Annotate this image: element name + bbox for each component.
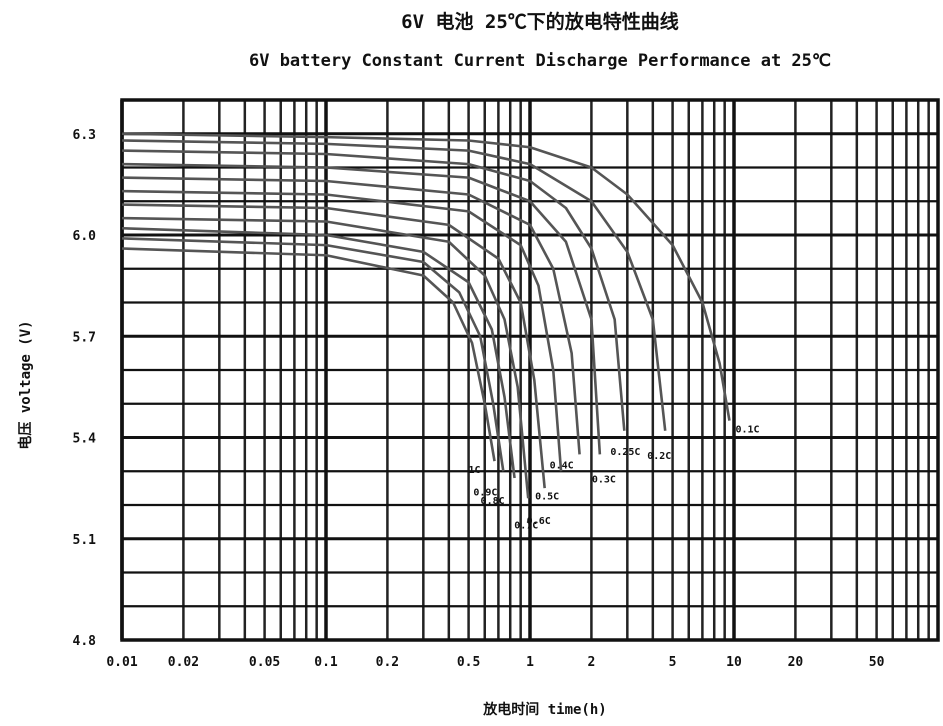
x-tick-label: 20 bbox=[788, 655, 804, 670]
chart-subtitle: 6V battery Constant Current Discharge Pe… bbox=[249, 51, 831, 71]
x-tick-label: 0.01 bbox=[106, 655, 137, 670]
series-line-0.5C bbox=[121, 189, 563, 472]
curve-label-0.5C: 0.5C bbox=[535, 491, 559, 502]
series-group bbox=[121, 132, 731, 499]
y-tick-label: 5.1 bbox=[73, 533, 97, 548]
curve-label-0.8C: 0.8C bbox=[481, 496, 505, 507]
curve-label-0.4C: 0.4C bbox=[550, 460, 574, 471]
x-tick-label: 50 bbox=[869, 655, 885, 670]
curve-label-0.3C: 0.3C bbox=[592, 474, 616, 485]
x-tick-label: 0.2 bbox=[376, 655, 399, 670]
curve-label-0.6C: 0.6C bbox=[527, 516, 551, 527]
x-tick-label: 10 bbox=[726, 655, 742, 670]
series-line-0.8C bbox=[121, 226, 516, 479]
series-line-1C bbox=[121, 247, 496, 462]
series-line-0.1C bbox=[121, 132, 731, 421]
y-tick-label: 6.0 bbox=[73, 229, 97, 244]
series-line-0.3C bbox=[121, 162, 602, 455]
y-axis-label: 电压 voltage (V) bbox=[17, 320, 34, 449]
y-tick-label: 6.3 bbox=[73, 128, 96, 143]
x-tick-label: 1 bbox=[526, 655, 534, 670]
curve-label-0.1C: 0.1C bbox=[735, 425, 759, 436]
series-line-0.6C bbox=[121, 203, 546, 489]
series-line-0.4C bbox=[121, 176, 581, 455]
series-line-0.7C bbox=[121, 216, 530, 499]
series-line-0.9C bbox=[121, 237, 505, 472]
x-tick-label: 0.1 bbox=[314, 655, 338, 670]
curve-label-0.9C: 0.9C bbox=[473, 487, 497, 498]
tick-labels: 0.01 0.02 0.05 0.1 0.2 0.5 1 2 5 10 20 50 4.8 5.1 5.4 5… bbox=[73, 128, 885, 670]
chart-title: 6V 电池 25℃下的放电特性曲线 bbox=[401, 10, 679, 33]
x-axis-label: 放电时间 time(h) bbox=[482, 701, 606, 718]
curve-label-1C: 1C bbox=[469, 465, 481, 476]
y-tick-label: 5.7 bbox=[73, 330, 96, 345]
series-line-0.2C bbox=[121, 139, 667, 431]
curve-labels: 0.1C 0.2C 0.25C 0.3C 0.4C 0.5C 0.6C0.7C 0.8C0.9… bbox=[469, 425, 760, 532]
x-tick-label: 2 bbox=[587, 655, 595, 670]
curve-label-0.7C: 0.7C bbox=[514, 520, 538, 531]
y-tick-label: 5.4 bbox=[73, 432, 97, 447]
curve-label-0.25C: 0.25C bbox=[610, 447, 640, 458]
x-tick-label: 0.05 bbox=[249, 655, 280, 670]
plot-frame bbox=[120, 98, 940, 642]
curve-label-0.2C: 0.2C bbox=[647, 451, 671, 462]
x-tick-label: 5 bbox=[669, 655, 677, 670]
y-tick-label: 4.8 bbox=[73, 634, 97, 649]
series-line-0.25C bbox=[121, 149, 626, 431]
x-tick-label: 0.02 bbox=[168, 655, 199, 670]
x-tick-label: 0.5 bbox=[457, 655, 480, 670]
